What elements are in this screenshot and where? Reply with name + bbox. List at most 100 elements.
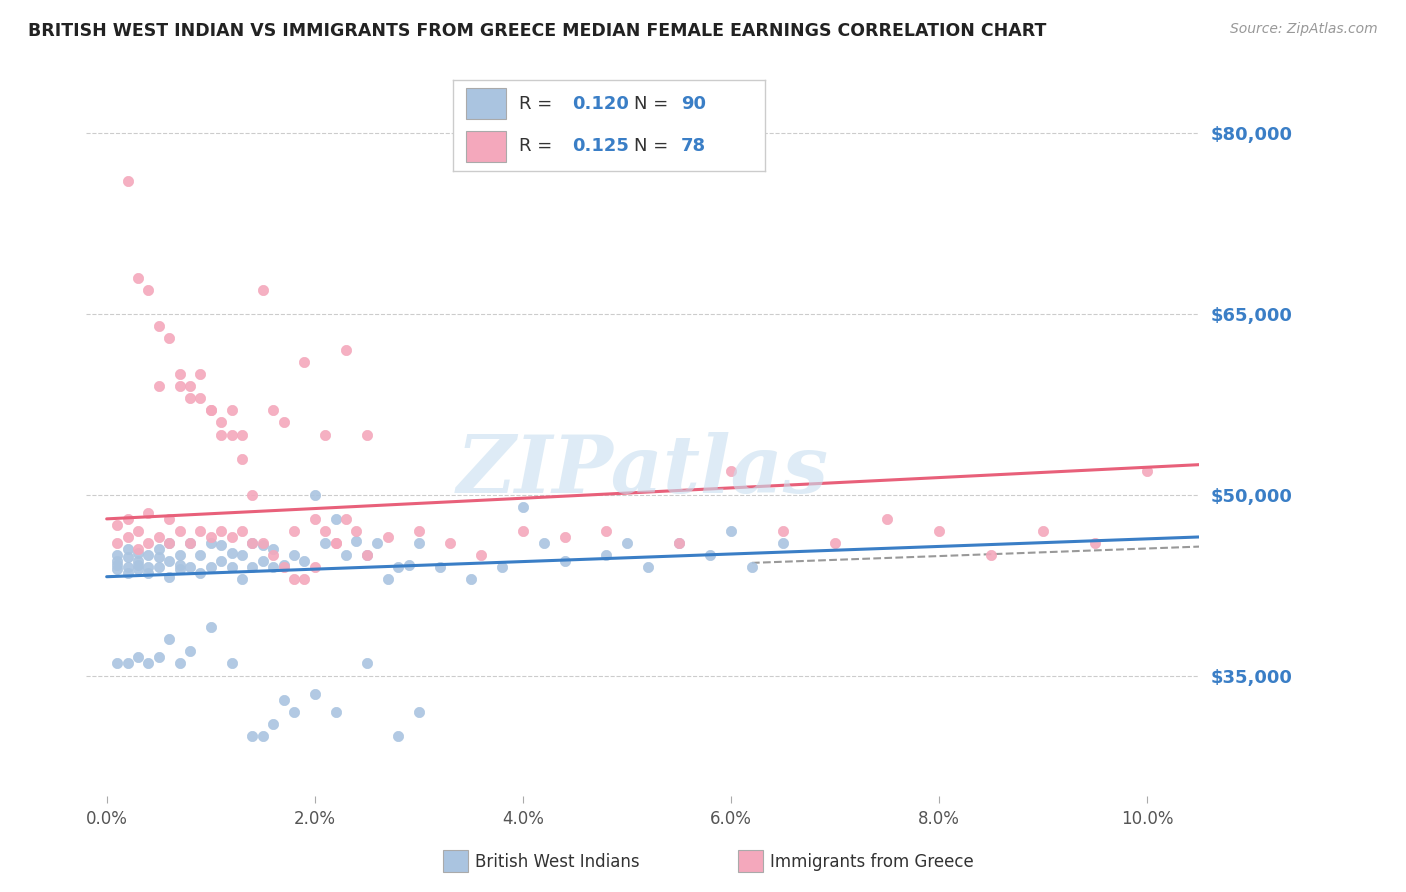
Point xyxy=(262,548,284,562)
Point xyxy=(169,562,191,576)
Point xyxy=(699,548,721,562)
Point xyxy=(283,548,305,562)
Point xyxy=(1032,524,1054,538)
Point xyxy=(200,560,222,574)
Point xyxy=(221,560,243,574)
Point xyxy=(824,536,846,550)
Point xyxy=(179,392,201,406)
Point xyxy=(346,533,368,548)
Point xyxy=(1084,536,1107,550)
Point xyxy=(408,524,430,538)
Point xyxy=(512,524,534,538)
Point xyxy=(136,506,159,520)
Point xyxy=(242,536,264,550)
Point xyxy=(136,536,159,550)
Point xyxy=(117,550,139,565)
Point xyxy=(148,560,170,574)
Point xyxy=(314,536,336,550)
Point xyxy=(741,560,763,574)
Point xyxy=(231,427,253,442)
Point xyxy=(105,554,128,568)
Point xyxy=(242,536,264,550)
Point xyxy=(157,570,180,584)
Point xyxy=(127,562,149,576)
Point xyxy=(616,536,638,550)
Point xyxy=(148,550,170,565)
Point xyxy=(273,558,295,572)
Point xyxy=(105,548,128,562)
Point xyxy=(157,536,180,550)
Point xyxy=(554,554,576,568)
Point xyxy=(262,403,284,417)
Point xyxy=(148,319,170,334)
Point xyxy=(105,657,128,671)
Point xyxy=(231,451,253,466)
Point xyxy=(366,536,388,550)
Point xyxy=(127,541,149,556)
Point xyxy=(127,554,149,568)
Point xyxy=(231,524,253,538)
Point xyxy=(117,560,139,574)
Point xyxy=(200,536,222,550)
Point xyxy=(117,657,139,671)
Point xyxy=(221,657,243,671)
Point xyxy=(772,524,794,538)
Point xyxy=(105,558,128,572)
Point xyxy=(273,692,295,706)
Point xyxy=(136,657,159,671)
Point xyxy=(429,560,451,574)
Point xyxy=(283,705,305,719)
Point xyxy=(262,541,284,556)
Point xyxy=(221,530,243,544)
Point xyxy=(169,368,191,382)
Point xyxy=(772,536,794,550)
Point xyxy=(252,729,274,743)
Point xyxy=(136,283,159,297)
Point xyxy=(136,566,159,580)
Point xyxy=(439,536,461,550)
Point xyxy=(595,548,617,562)
Point xyxy=(127,558,149,572)
Point xyxy=(148,650,170,665)
Point xyxy=(1136,464,1159,478)
Point xyxy=(668,536,690,550)
Point xyxy=(169,558,191,572)
Point xyxy=(720,524,742,538)
Point xyxy=(356,657,378,671)
Point xyxy=(668,536,690,550)
Point xyxy=(169,524,191,538)
Point xyxy=(117,512,139,526)
Text: BRITISH WEST INDIAN VS IMMIGRANTS FROM GREECE MEDIAN FEMALE EARNINGS CORRELATION: BRITISH WEST INDIAN VS IMMIGRANTS FROM G… xyxy=(28,22,1046,40)
Point xyxy=(294,355,316,369)
Point xyxy=(209,427,232,442)
Point xyxy=(200,403,222,417)
Point xyxy=(335,548,357,562)
Point xyxy=(242,560,264,574)
Point xyxy=(304,488,326,502)
Point xyxy=(273,416,295,430)
Point xyxy=(221,403,243,417)
Point xyxy=(356,548,378,562)
Text: Source: ZipAtlas.com: Source: ZipAtlas.com xyxy=(1230,22,1378,37)
Point xyxy=(188,392,211,406)
Point xyxy=(491,560,513,574)
Point xyxy=(262,716,284,731)
Point xyxy=(179,379,201,393)
Point xyxy=(169,379,191,393)
Point xyxy=(294,572,316,586)
Point xyxy=(928,524,950,538)
Point xyxy=(231,548,253,562)
Point xyxy=(157,331,180,345)
Point xyxy=(179,536,201,550)
Point xyxy=(876,512,898,526)
Text: British West Indians: British West Indians xyxy=(475,853,640,871)
Point xyxy=(720,464,742,478)
Point xyxy=(554,530,576,544)
Point xyxy=(252,536,274,550)
Text: ZIPatlas: ZIPatlas xyxy=(457,432,828,509)
Point xyxy=(304,512,326,526)
Point xyxy=(283,572,305,586)
Point xyxy=(252,538,274,552)
Point xyxy=(157,554,180,568)
Point xyxy=(346,524,368,538)
